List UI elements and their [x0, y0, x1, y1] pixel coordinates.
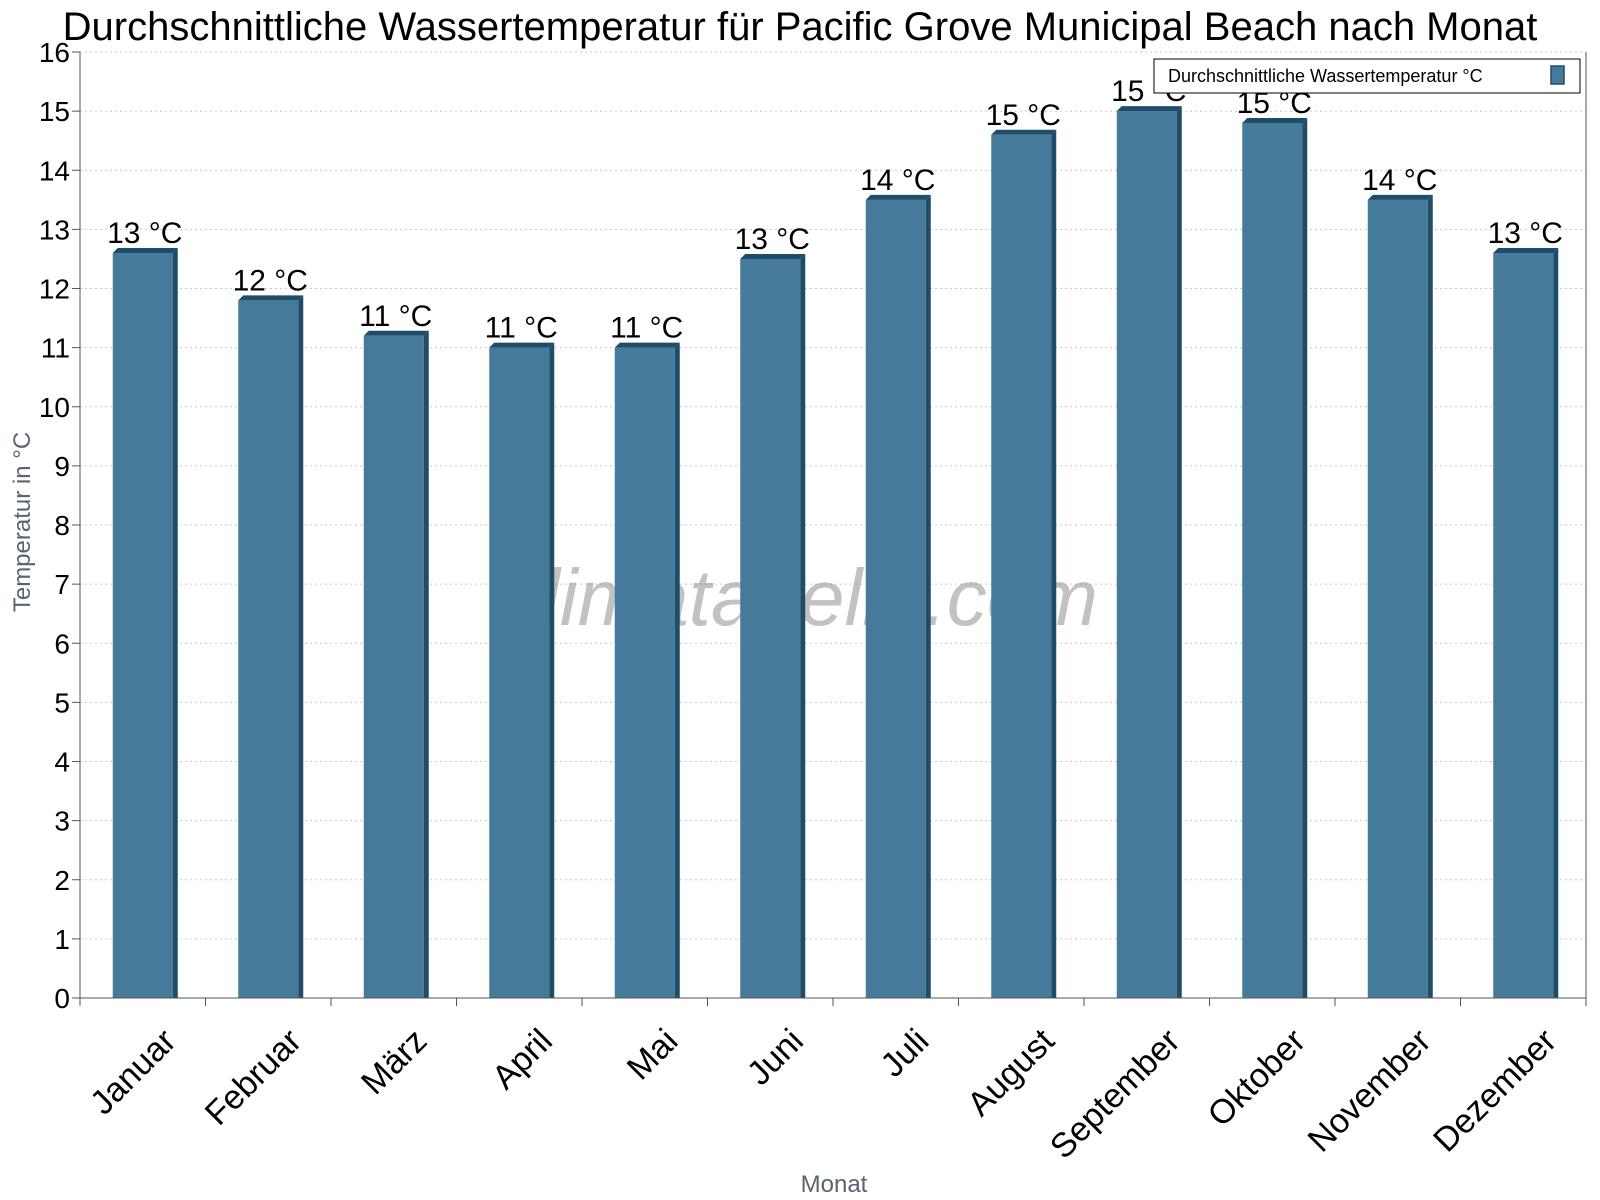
bar [112, 253, 173, 998]
x-tick-label: Dezember [1426, 1022, 1564, 1160]
legend-box [1153, 58, 1581, 94]
bar-juli [865, 194, 931, 998]
y-tick-label: 14 [39, 155, 70, 186]
bar-top [238, 295, 304, 301]
data-label: 11 °C [359, 300, 432, 333]
bar-november [1367, 194, 1433, 998]
bar [238, 300, 299, 998]
bar-september [1116, 106, 1182, 998]
y-tick-label: 5 [54, 687, 70, 718]
y-tick-label: 15 [39, 96, 70, 127]
bar [1116, 111, 1177, 998]
bar-januar [112, 248, 178, 998]
y-axis-label: Temperatur in °C [9, 432, 36, 612]
x-tick-label: Januar [83, 1022, 183, 1122]
bar-top [1367, 194, 1433, 200]
bar-april [489, 342, 555, 998]
bar-top [1493, 248, 1559, 254]
bar-side [800, 253, 806, 998]
bars-layer [112, 106, 1559, 998]
bar-top [1116, 106, 1182, 112]
bar-top [991, 129, 1057, 135]
y-tick-label: 10 [39, 392, 70, 423]
chart-title: Durchschnittliche Wassertemperatur für P… [63, 5, 1538, 49]
bar-oktober [1242, 117, 1308, 998]
bar [740, 258, 801, 998]
y-tick-label: 9 [54, 451, 70, 482]
data-label: 11 °C [610, 312, 683, 345]
x-tick-label: August [960, 1021, 1062, 1123]
bar-juni [740, 253, 806, 998]
bar [1242, 122, 1303, 998]
bar [363, 335, 424, 998]
y-tick-label: 8 [54, 510, 70, 541]
bar-top [112, 248, 178, 254]
bar-side [423, 330, 429, 998]
y-tick-label: 3 [54, 806, 70, 837]
bar-side [1427, 194, 1433, 998]
bar [865, 199, 926, 998]
y-tick-label: 13 [39, 214, 70, 245]
data-label: 13 °C [1488, 217, 1563, 250]
bar-side [172, 248, 178, 998]
bar-februar [238, 295, 304, 998]
y-tick-label: 12 [39, 274, 70, 305]
bar-top [614, 342, 680, 348]
y-tick-label: 2 [54, 865, 70, 896]
bar-mai [614, 342, 680, 998]
bar-side [1302, 117, 1308, 998]
data-label: 14 °C [860, 164, 935, 197]
bar-dezember [1493, 248, 1559, 998]
data-label: 11 °C [485, 312, 558, 345]
y-tick-label: 1 [54, 924, 70, 955]
data-label: 13 °C [735, 223, 810, 256]
bar-top [1242, 117, 1308, 123]
bar-side [1176, 106, 1182, 998]
legend: Durchschnittliche Wassertemperatur °C [1153, 58, 1581, 94]
data-label: 12 °C [233, 264, 308, 297]
y-tick-label: 6 [54, 628, 70, 659]
x-tick-label: März [354, 1022, 434, 1102]
legend-swatch [1550, 65, 1565, 85]
bar [614, 347, 675, 998]
x-axis-label: Monat [801, 1171, 868, 1198]
data-label: 15 °C [986, 99, 1061, 132]
grid-layer [80, 51, 1586, 940]
bar-side [298, 295, 304, 998]
x-tick-label: Februar [198, 1022, 309, 1133]
bar [1493, 253, 1554, 998]
bar [991, 134, 1052, 998]
x-tick-label: November [1301, 1022, 1439, 1160]
y-tick-label: 4 [54, 747, 70, 778]
bar-märz [363, 330, 429, 998]
bar [489, 347, 550, 998]
bar-side [925, 194, 931, 998]
bar-top [363, 330, 429, 336]
y-tick-label: 11 [41, 333, 70, 364]
bar [1367, 199, 1428, 998]
x-tick-label: Oktober [1200, 1022, 1312, 1134]
bar-side [1051, 129, 1057, 998]
x-tick-label: April [485, 1022, 560, 1097]
legend-label: Durchschnittliche Wassertemperatur °C [1168, 66, 1483, 86]
data-label: 13 °C [107, 217, 182, 250]
y-tick-label: 0 [54, 983, 70, 1014]
bar-august [991, 129, 1057, 998]
bar-side [1553, 248, 1559, 998]
x-tick-label: Juli [873, 1022, 936, 1085]
y-tick-label: 16 [39, 37, 70, 68]
x-tick-label: Mai [620, 1022, 686, 1088]
data-label: 14 °C [1362, 164, 1437, 197]
y-tick-label: 7 [54, 569, 70, 600]
x-tick-label: September [1043, 1022, 1187, 1166]
bar-side [674, 342, 680, 998]
bar-side [549, 342, 555, 998]
bar-top [740, 253, 806, 259]
bar-top [489, 342, 555, 348]
x-tick-label: Juni [740, 1022, 811, 1093]
bar-top [865, 194, 931, 200]
